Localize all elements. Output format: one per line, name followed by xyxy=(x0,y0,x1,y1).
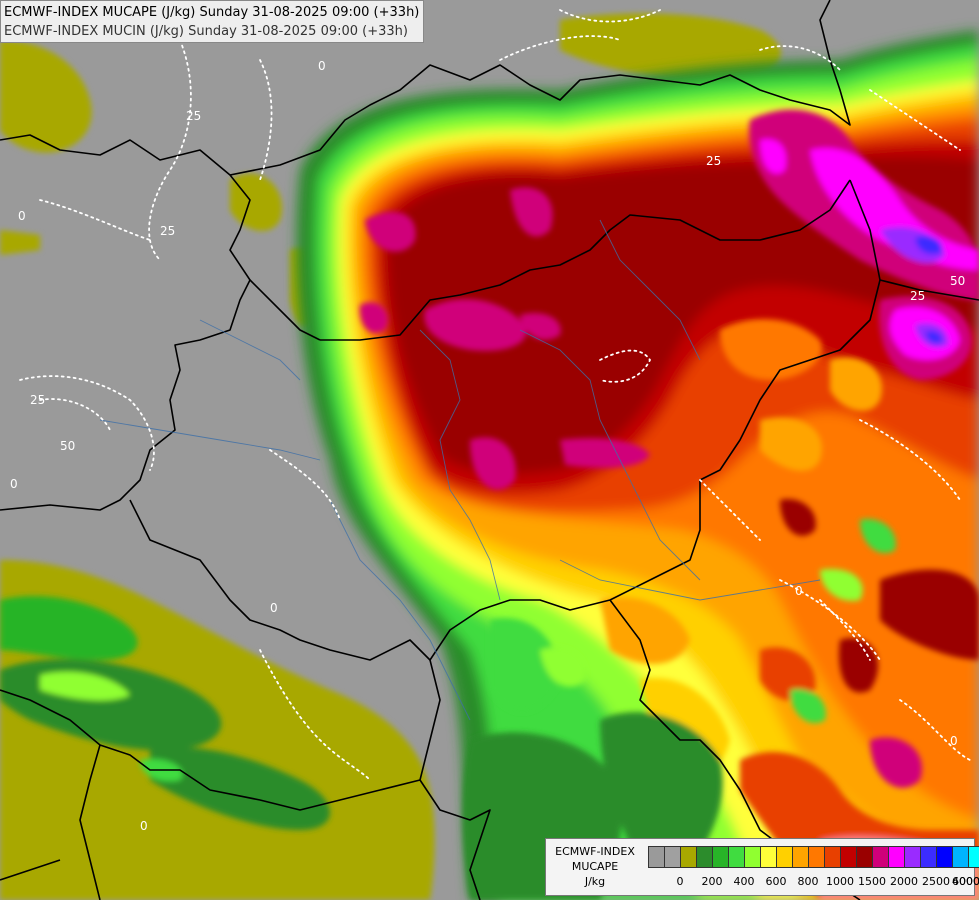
legend-tick: 400 xyxy=(733,875,755,888)
legend-swatch xyxy=(889,847,905,867)
legend-swatch xyxy=(953,847,969,867)
legend-swatch xyxy=(793,847,809,867)
legend-swatch xyxy=(969,847,979,867)
contour-label: 50 xyxy=(950,274,965,288)
legend-swatch xyxy=(713,847,729,867)
cape-magenta-cores xyxy=(359,109,979,490)
legend-unit: J/kg xyxy=(584,875,606,888)
legend-ticks: 0 200 400 600 800 1000 1500 2000 2500 4000 6000 xyxy=(648,875,979,891)
legend-tick: 1500 xyxy=(858,875,886,888)
legend-tick: 2000 xyxy=(890,875,918,888)
legend-swatch xyxy=(761,847,777,867)
legend-swatch xyxy=(825,847,841,867)
color-legend: ECMWF-INDEX MUCAPE J/kg 0 200 400 600 800 100… xyxy=(545,838,979,896)
legend-tick: 800 xyxy=(797,875,819,888)
legend-swatch xyxy=(905,847,921,867)
legend-swatch xyxy=(745,847,761,867)
contour-label: 25 xyxy=(30,393,45,407)
legend-swatch xyxy=(841,847,857,867)
legend-swatch xyxy=(857,847,873,867)
legend-swatch xyxy=(937,847,953,867)
legend-swatch xyxy=(697,847,713,867)
contour-label: 0 xyxy=(795,584,803,598)
legend-swatch xyxy=(873,847,889,867)
legend-swatch xyxy=(809,847,825,867)
legend-tick: 4000 xyxy=(952,875,979,888)
legend-tick: 2500 xyxy=(922,875,950,888)
legend-tick: 1000 xyxy=(826,875,854,888)
contour-label: 25 xyxy=(160,224,175,238)
legend-tick: 6000 xyxy=(952,875,979,888)
legend-tick: 0 xyxy=(676,875,684,888)
contour-label: 25 xyxy=(186,109,201,123)
legend-swatch xyxy=(649,847,665,867)
rivers xyxy=(99,219,821,721)
legend-variable: MUCAPE xyxy=(571,860,619,873)
contour-label: 0 xyxy=(270,601,278,615)
contour-label: 0 xyxy=(318,59,326,73)
legend-swatch xyxy=(921,847,937,867)
contour-label: 0 xyxy=(950,734,958,748)
mucin-contours xyxy=(19,9,971,781)
contour-label: 50 xyxy=(60,439,75,453)
legend-swatch xyxy=(681,847,697,867)
contour-label: 0 xyxy=(140,819,148,833)
map-title-box: ECMWF-INDEX MUCAPE (J/kg) Sunday 31-08-2… xyxy=(0,0,425,43)
legend-swatch xyxy=(729,847,745,867)
legend-label: ECMWF-INDEX MUCAPE J/kg xyxy=(550,844,640,889)
legend-color-scale xyxy=(648,846,979,868)
contour-label: 0 xyxy=(18,209,26,223)
legend-swatch xyxy=(665,847,681,867)
contour-label: 0 xyxy=(10,477,18,491)
legend-source: ECMWF-INDEX xyxy=(555,845,635,858)
legend-tick: 200 xyxy=(701,875,723,888)
contour-label: 25 xyxy=(706,154,721,168)
legend-swatch xyxy=(777,847,793,867)
mucape-title: ECMWF-INDEX MUCAPE (J/kg) Sunday 31-08-2… xyxy=(4,5,420,20)
legend-tick: 600 xyxy=(765,875,787,888)
contour-labels: 0 25 0 25 25 50 0 0 0 25 25 50 0 0 xyxy=(10,59,965,833)
contour-label: 25 xyxy=(910,289,925,303)
low-cape-green-patches xyxy=(0,596,330,830)
mucin-title: ECMWF-INDEX MUCIN (J/kg) Sunday 31-08-20… xyxy=(4,24,408,39)
